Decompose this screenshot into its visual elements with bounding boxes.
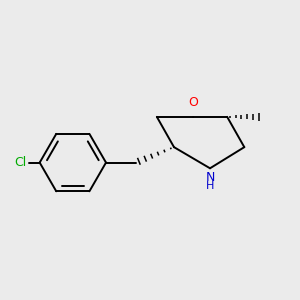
Text: H: H (206, 181, 214, 191)
Text: N: N (205, 171, 215, 184)
Text: Cl: Cl (14, 156, 26, 169)
Text: O: O (188, 96, 198, 110)
